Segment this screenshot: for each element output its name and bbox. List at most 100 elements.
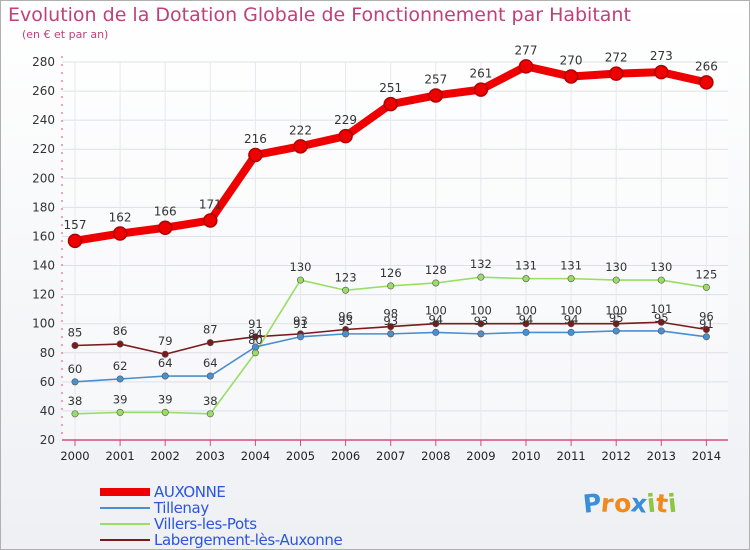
data-point [432, 328, 440, 336]
x-tick-label: 2000 [60, 449, 89, 463]
data-label: 157 [64, 218, 87, 232]
data-point [116, 340, 124, 348]
y-tick-label: 80 [40, 346, 55, 360]
data-point [71, 410, 79, 418]
data-label: 222 [289, 123, 312, 137]
data-point [567, 275, 575, 283]
data-label: 131 [515, 259, 537, 273]
data-label: 125 [695, 267, 717, 281]
data-label: 100 [515, 304, 537, 318]
data-point [567, 320, 575, 328]
data-point [432, 279, 440, 287]
data-point [612, 320, 620, 328]
y-tick-label: 60 [40, 375, 55, 389]
data-point [702, 333, 710, 341]
data-label: 39 [113, 392, 128, 406]
x-tick-label: 2013 [647, 449, 676, 463]
data-point [522, 275, 530, 283]
x-tick-label: 2001 [105, 449, 134, 463]
data-point [161, 408, 169, 416]
x-tick-label: 2012 [602, 449, 631, 463]
x-tick-label: 2004 [241, 449, 270, 463]
data-label: 277 [515, 43, 538, 57]
data-point [654, 64, 669, 80]
x-tick-label: 2009 [466, 449, 495, 463]
data-point [477, 330, 485, 338]
data-label: 91 [248, 317, 263, 331]
data-point [248, 147, 263, 163]
data-point [206, 372, 214, 380]
data-label: 96 [699, 310, 714, 324]
data-label: 257 [424, 72, 447, 86]
data-label: 84 [248, 327, 263, 341]
data-label: 38 [203, 394, 218, 408]
data-label: 216 [244, 132, 267, 146]
data-label: 100 [605, 304, 627, 318]
data-point [473, 82, 489, 97]
data-point [612, 327, 620, 335]
x-tick-label: 2011 [556, 449, 585, 463]
data-point [522, 328, 530, 336]
data-point [112, 226, 128, 241]
x-tick-label: 2014 [692, 449, 721, 463]
data-label: 270 [560, 54, 583, 68]
data-point [657, 327, 665, 335]
x-tick-label: 2010 [511, 449, 540, 463]
data-label: 251 [379, 81, 402, 95]
data-point [518, 59, 534, 74]
data-label: 131 [560, 259, 582, 273]
data-label: 273 [650, 49, 673, 63]
legend-swatch [100, 523, 150, 525]
data-label: 64 [158, 356, 173, 370]
data-point [296, 276, 304, 284]
x-tick-label: 2005 [286, 449, 315, 463]
data-label: 130 [650, 260, 672, 274]
data-label: 93 [474, 314, 489, 328]
y-tick-label: 280 [32, 55, 55, 69]
data-point [203, 213, 218, 228]
data-point [342, 330, 350, 338]
data-label: 64 [203, 356, 218, 370]
legend-item: Villers-les-Pots [100, 516, 460, 532]
logo-letter: i [666, 488, 678, 519]
y-tick-label: 140 [32, 259, 55, 273]
y-tick-label: 40 [40, 404, 55, 418]
data-label: 130 [605, 260, 627, 274]
y-tick-label: 200 [32, 171, 55, 185]
data-label: 93 [383, 314, 398, 328]
data-label: 98 [383, 307, 398, 321]
data-label: 132 [470, 257, 492, 271]
legend-label: Tillenay [154, 499, 209, 517]
legend-item: Labergement-lès-Auxonne [100, 532, 460, 548]
legend-item: AUXONNE [100, 484, 460, 500]
data-point [251, 333, 259, 341]
legend-swatch [100, 507, 150, 509]
data-label: 87 [203, 323, 218, 337]
legend-label: Villers-les-Pots [154, 515, 257, 533]
data-label: 93 [293, 314, 308, 328]
x-tick-label: 2006 [331, 449, 360, 463]
data-label: 100 [470, 304, 492, 318]
data-point [157, 220, 173, 235]
chart-legend: AUXONNE Tillenay Villers-les-Pots Labergeme… [100, 484, 460, 548]
data-label: 93 [338, 314, 353, 328]
data-point [522, 320, 530, 328]
data-point [608, 66, 624, 81]
data-label: 126 [380, 266, 402, 280]
y-tick-label: 120 [32, 288, 55, 302]
data-label: 60 [68, 362, 83, 376]
data-point [612, 276, 620, 284]
data-label: 101 [650, 302, 672, 316]
data-point [161, 350, 169, 358]
y-tick-label: 100 [32, 317, 55, 331]
data-point [702, 283, 710, 291]
data-label: 95 [654, 311, 669, 325]
chart-subtitle: (en € et par an) [22, 28, 109, 41]
data-point [71, 378, 79, 386]
data-label: 80 [248, 333, 263, 347]
data-point [387, 282, 395, 290]
legend-label: AUXONNE [154, 483, 226, 501]
data-point [432, 320, 440, 328]
data-point [116, 375, 124, 383]
